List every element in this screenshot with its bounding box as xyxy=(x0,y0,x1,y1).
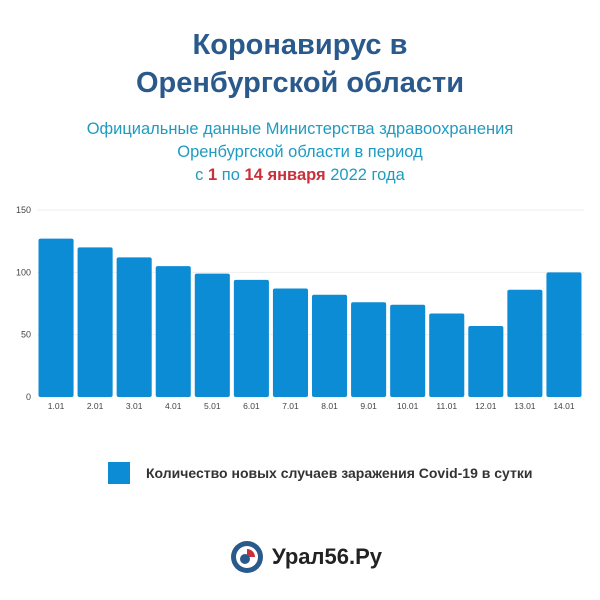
y-tick-label: 0 xyxy=(26,392,31,402)
bar xyxy=(77,247,113,397)
bar xyxy=(312,294,348,397)
title-line-2: Оренбургской области xyxy=(135,67,465,99)
legend-swatch xyxy=(108,462,130,484)
y-tick-label: 150 xyxy=(16,205,31,215)
x-tick-label: 1.01 xyxy=(48,401,65,411)
bar xyxy=(233,279,269,397)
subtitle-c: с xyxy=(195,166,204,184)
subtitle-line-1: Официальные данные Министерства здравоох… xyxy=(86,120,514,138)
legend: Количество новых случаев заражения Covid… xyxy=(108,462,532,484)
x-tick-label: 11.01 xyxy=(436,401,457,411)
x-tick-label: 14.01 xyxy=(553,401,575,411)
x-tick-label: 13.01 xyxy=(514,401,536,411)
bar xyxy=(507,289,543,397)
bar xyxy=(155,266,191,397)
bar xyxy=(429,313,465,397)
bar xyxy=(390,304,426,397)
bar xyxy=(272,288,308,397)
bar-chart: 0 50 100 150 1.01 2.01 3.01 4.01 5.01 6.01 7.01 8.0… xyxy=(16,205,584,411)
x-tick-label: 10.01 xyxy=(397,401,419,411)
bar xyxy=(194,273,230,397)
bar xyxy=(351,302,387,397)
bar xyxy=(546,272,582,397)
logo-text: Урал56.Ру xyxy=(272,544,382,569)
y-tick-label: 50 xyxy=(21,330,31,340)
x-tick-label: 12.01 xyxy=(475,401,497,411)
x-tick-label: 5.01 xyxy=(204,401,221,411)
logo-icon xyxy=(231,541,263,573)
x-tick-label: 9.01 xyxy=(360,401,377,411)
bar xyxy=(38,238,74,397)
x-tick-label: 3.01 xyxy=(126,401,143,411)
subtitle-to: 14 января xyxy=(244,166,326,184)
logo: Урал56.Ру xyxy=(230,540,382,574)
subtitle-po: по xyxy=(221,166,240,184)
title-line-1: Коронавирус в xyxy=(192,29,408,61)
x-tick-label: 4.01 xyxy=(165,401,182,411)
bar xyxy=(468,325,504,397)
subtitle-line-2: Оренбургской области в период xyxy=(177,143,423,161)
chart-title: Коронавирус в Оренбургской области xyxy=(0,26,600,102)
subtitle-line-3: с 1 по 14 января 2022 года xyxy=(0,164,600,187)
x-tick-label: 6.01 xyxy=(243,401,260,411)
subtitle-year: 2022 года xyxy=(330,166,405,184)
x-tick-label: 2.01 xyxy=(87,401,104,411)
chart-subtitle: Официальные данные Министерства здравоох… xyxy=(0,118,600,187)
x-tick-label: 8.01 xyxy=(321,401,338,411)
bar xyxy=(116,257,152,397)
subtitle-from: 1 xyxy=(208,166,218,184)
x-tick-label: 7.01 xyxy=(282,401,299,411)
y-tick-label: 100 xyxy=(16,267,31,277)
legend-label: Количество новых случаев заражения Covid… xyxy=(146,465,533,481)
